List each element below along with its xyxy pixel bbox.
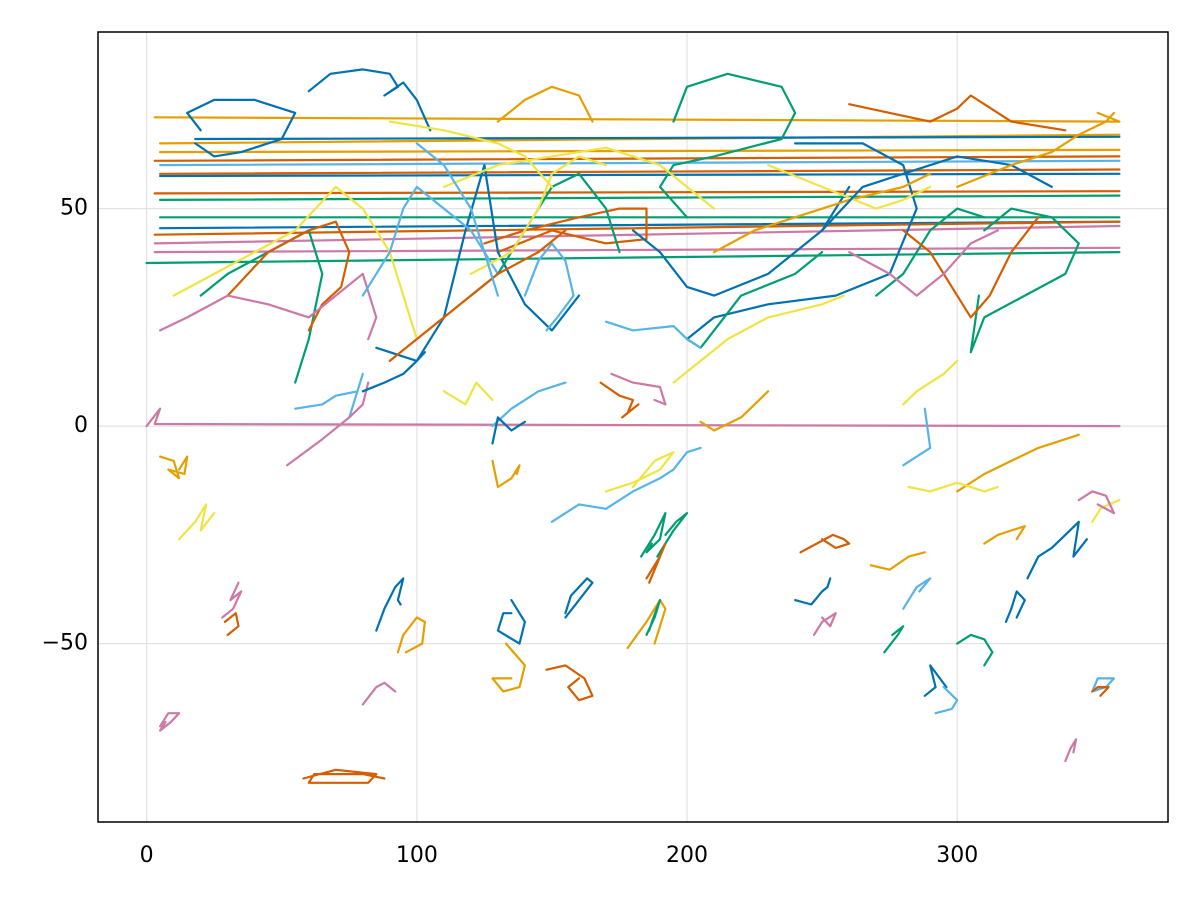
trajectory-line	[956, 111, 1116, 188]
trajectory-line	[375, 577, 405, 632]
trajectory-line	[812, 612, 837, 636]
trajectory-line	[1091, 677, 1116, 693]
trajectory-line	[956, 433, 1080, 493]
trajectory-line	[550, 446, 702, 523]
trajectory-line	[713, 172, 932, 254]
trajectory-line	[361, 185, 499, 297]
trajectory-line	[159, 272, 378, 341]
trajectory-line	[604, 451, 675, 493]
x-tick-label: 100	[396, 843, 438, 868]
trajectory-line	[153, 190, 1121, 195]
trajectory-line	[178, 503, 216, 541]
trajectory-line	[956, 633, 994, 667]
trajectory-line	[1077, 490, 1116, 515]
trajectory-line	[875, 207, 986, 297]
trajectory-line	[159, 148, 1121, 154]
trajectory-line	[172, 185, 418, 341]
trajectory-line	[848, 94, 1067, 132]
trajectory-line	[564, 577, 594, 619]
trajectory-line	[969, 207, 1080, 354]
trajectory-line	[902, 216, 1040, 319]
trajectory-line	[610, 372, 667, 406]
trajectory-line	[388, 229, 567, 362]
y-tick-label: −50	[42, 631, 88, 656]
trajectory-line	[934, 686, 959, 715]
trajectory-line	[902, 577, 932, 610]
trajectory-line	[656, 512, 689, 558]
trajectory-line	[1026, 520, 1088, 580]
trajectory-line	[302, 768, 386, 784]
trajectory-line	[848, 229, 999, 297]
trajectory-line	[221, 581, 243, 619]
trajectory-line	[907, 481, 999, 493]
x-tick-label: 300	[936, 843, 978, 868]
x-tick-label: 0	[140, 843, 154, 868]
trajectory-line	[491, 459, 521, 489]
trajectory-line	[223, 612, 240, 636]
trajectory-line	[388, 120, 553, 188]
tick-labels: 0 100 200 300 −50 0 50	[42, 196, 979, 868]
y-tick-label: 0	[74, 413, 88, 438]
trajectory-line	[658, 72, 797, 219]
trajectory-line	[545, 664, 594, 702]
x-tick-label: 200	[666, 843, 708, 868]
trajectory-line	[1091, 499, 1121, 523]
trajectory-line	[1004, 590, 1026, 623]
trajectory-line	[286, 381, 370, 467]
trajectory-line	[523, 242, 575, 332]
trajectory-line	[153, 220, 1121, 236]
trajectory-line	[396, 616, 426, 654]
trajectory-line	[442, 381, 494, 406]
trajectory-line	[883, 625, 905, 654]
trajectory-line	[294, 372, 364, 419]
trajectory-line	[375, 164, 581, 362]
trajectory-line	[599, 381, 640, 419]
trajectory-line	[496, 599, 526, 645]
trajectory-line	[604, 320, 702, 349]
trajectory-line	[767, 164, 932, 210]
trajectory-line	[307, 68, 432, 132]
trajectory-line	[361, 351, 426, 393]
trajectory-line	[496, 85, 594, 123]
trajectory-line	[159, 172, 1121, 178]
trajectory-line	[153, 111, 1121, 123]
frame	[97, 31, 1169, 823]
plot-area	[145, 68, 1121, 784]
trajectory-line	[145, 251, 1121, 265]
trajectory-line	[159, 168, 1121, 175]
trajectory-line	[442, 146, 716, 210]
trajectory-line	[159, 159, 1121, 167]
trajectory-line	[794, 577, 832, 606]
trajectory-line	[361, 681, 397, 706]
trajectory-line	[1091, 686, 1110, 697]
trajectory-line	[415, 142, 499, 297]
trajectory-line	[902, 359, 959, 406]
trajectory-line	[159, 194, 1121, 201]
trajectory-line	[491, 416, 526, 445]
trajectory-line	[672, 294, 845, 384]
trajectory-line	[645, 599, 662, 636]
trajectory-line	[491, 642, 526, 693]
trajectory-line	[902, 407, 932, 467]
trajectory-line	[645, 542, 667, 584]
trajectory-line	[226, 220, 351, 332]
trajectory-line	[194, 135, 1121, 141]
trajectory-line	[491, 381, 567, 428]
trajectory-line	[159, 712, 181, 732]
trajectory-line	[145, 407, 1121, 428]
trajectory-line	[923, 664, 948, 697]
trajectory-line	[869, 551, 926, 571]
trajectory-line	[699, 390, 770, 432]
y-tick-label: 50	[60, 196, 88, 221]
trajectory-line	[159, 455, 189, 480]
trajectory-line	[983, 525, 1026, 545]
trajectory-line	[799, 533, 851, 554]
trajectory-line	[186, 98, 297, 158]
trajectory-line	[483, 207, 648, 254]
trajectory-line	[469, 155, 608, 275]
trajectory-line	[640, 512, 667, 558]
trajectory-line	[821, 155, 1053, 232]
trajectory-line	[1064, 738, 1078, 763]
